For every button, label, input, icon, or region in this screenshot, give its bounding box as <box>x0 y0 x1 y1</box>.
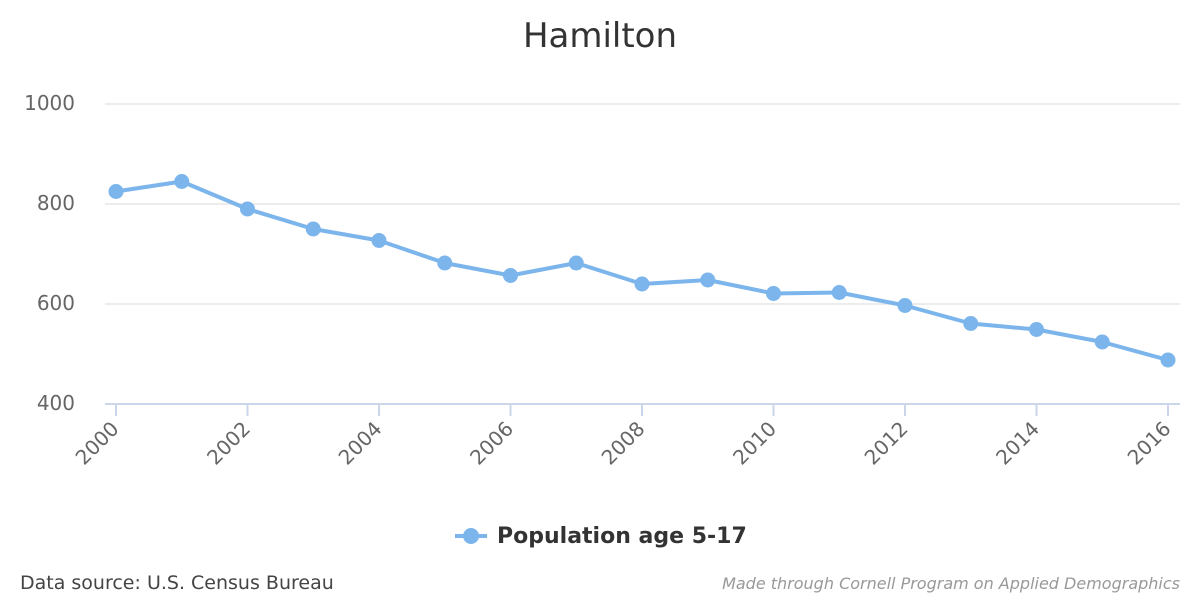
x-tick-label: 2010 <box>728 417 781 470</box>
series-population <box>108 174 1176 368</box>
chart-title: Hamilton <box>523 16 677 56</box>
data-point[interactable] <box>503 268 518 283</box>
x-tick-label: 2002 <box>202 417 255 470</box>
x-tick-label: 2016 <box>1123 417 1176 470</box>
credit-link[interactable]: Made through Cornell Program on Applied … <box>722 574 1180 593</box>
data-point[interactable] <box>1094 334 1110 350</box>
data-point[interactable] <box>437 255 453 271</box>
data-point[interactable] <box>1160 352 1176 368</box>
data-point[interactable] <box>634 276 650 292</box>
legend-marker-icon <box>463 528 479 544</box>
x-axis: 2000 2002 2004 2006 2008 2010 2012 2014 2016 <box>71 403 1180 470</box>
data-point[interactable] <box>240 201 255 217</box>
gridlines <box>105 103 1180 305</box>
data-point[interactable] <box>1029 322 1044 337</box>
data-point[interactable] <box>174 174 190 189</box>
data-point[interactable] <box>305 221 321 237</box>
data-point[interactable] <box>831 285 847 300</box>
y-tick-label: 800 <box>37 191 75 215</box>
data-point[interactable] <box>700 272 716 288</box>
data-point[interactable] <box>108 184 124 199</box>
y-tick-label: 600 <box>37 291 75 315</box>
x-tick-label: 2006 <box>465 417 518 470</box>
x-tick-label: 2004 <box>334 417 387 470</box>
legend[interactable]: Population age 5-17 <box>455 524 747 549</box>
data-point[interactable] <box>371 233 387 248</box>
y-tick-label: 1000 <box>24 91 75 115</box>
x-tick-label: 2008 <box>597 417 650 470</box>
x-tick-label: 2014 <box>991 417 1044 470</box>
series-line <box>115 179 1169 362</box>
x-tick-label: 2000 <box>71 417 124 470</box>
legend-label: Population age 5-17 <box>497 524 747 549</box>
y-tick-label: 400 <box>37 391 75 415</box>
data-point[interactable] <box>963 316 979 331</box>
data-point[interactable] <box>766 286 781 301</box>
data-source: Data source: U.S. Census Bureau <box>20 572 334 594</box>
x-tick-label: 2012 <box>860 417 913 470</box>
data-point[interactable] <box>897 298 913 313</box>
data-point[interactable] <box>568 255 584 271</box>
y-axis-labels: 400 600 800 1000 <box>24 91 75 415</box>
